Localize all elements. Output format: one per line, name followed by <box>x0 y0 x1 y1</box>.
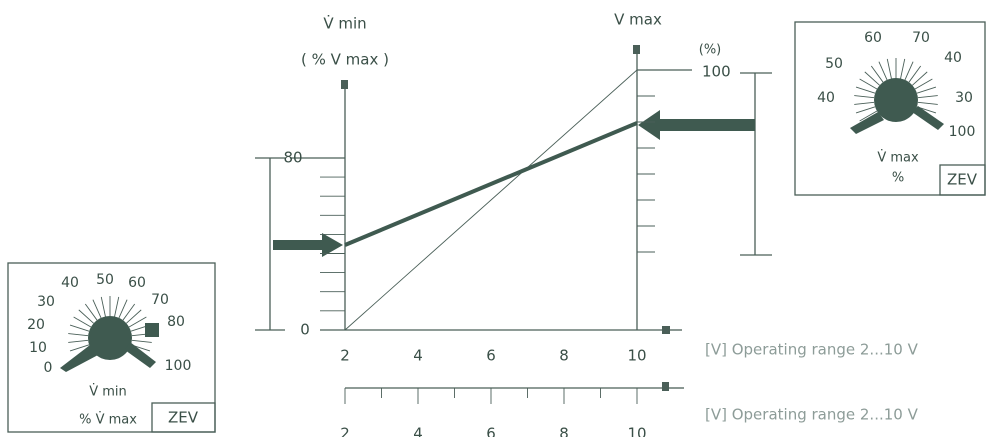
dial-pointer <box>60 345 98 372</box>
range-note: [V] Operating range 2...10 V <box>705 341 919 359</box>
x-tick-label: 6 <box>486 425 496 437</box>
dial-scale: 50 <box>825 56 843 72</box>
dial-ray <box>917 101 938 105</box>
x-tick-label: 8 <box>559 347 569 365</box>
dial-scale: 70 <box>151 292 169 308</box>
dial-ray <box>916 86 937 94</box>
dial-ray <box>114 296 120 317</box>
dial-ray <box>92 299 102 319</box>
diagonal <box>344 69 638 331</box>
dial-scale: 40 <box>61 275 79 291</box>
dial-ray <box>859 78 878 90</box>
dial-ray <box>69 324 90 332</box>
dial-ray <box>864 71 880 86</box>
dial-knob <box>874 78 918 122</box>
dial-box <box>794 21 986 196</box>
dial-ray <box>118 299 128 319</box>
dial-scale: 100 <box>165 358 192 374</box>
dial-ray <box>908 65 922 83</box>
x-tick-label: 6 <box>486 347 496 365</box>
dial-scale: 30 <box>955 90 973 106</box>
dial-ray <box>904 61 914 81</box>
dial-sublabel: % V̇ max <box>79 412 137 427</box>
dial-scale: 40 <box>944 50 962 66</box>
y-unit: ( % V max ) <box>301 51 389 69</box>
dial-scale: 40 <box>817 90 835 106</box>
dial-ray <box>126 309 142 324</box>
dial-scale: 60 <box>864 30 882 46</box>
dial-ray <box>914 78 933 90</box>
dial-ray <box>131 339 152 343</box>
dial-scale: 100 <box>949 124 976 140</box>
dial-pointer <box>125 342 156 368</box>
dial-ray <box>886 58 892 79</box>
dial-scale: 10 <box>29 340 47 356</box>
x-tick-label: 2 <box>340 425 350 437</box>
arrow <box>273 233 343 257</box>
dial-ray <box>912 71 928 86</box>
dial-ray <box>855 106 876 114</box>
dial-code: ZEV <box>947 171 978 189</box>
right-tick: 100 <box>702 63 731 81</box>
dial-ray <box>78 309 94 324</box>
range-note: [V] Operating range 2...10 V <box>705 406 919 424</box>
dial-scale: 0 <box>44 360 53 376</box>
dial-ray <box>128 316 147 328</box>
dial-label: V̇ min <box>89 384 127 399</box>
x-tick-label: 4 <box>413 347 423 365</box>
x-tick-label: 4 <box>413 425 423 437</box>
axis-cap <box>662 326 670 334</box>
code-box <box>151 402 216 433</box>
x-tick-label: 10 <box>627 425 646 437</box>
dial-ray <box>859 110 878 122</box>
dial-ray <box>917 95 938 99</box>
dial-scale: 70 <box>912 30 930 46</box>
dial-scale: 60 <box>128 275 146 291</box>
y-tick: 0 <box>300 321 310 339</box>
dial-scale: 30 <box>37 294 55 310</box>
dial-ray <box>73 316 92 328</box>
x-tick-label: 8 <box>559 425 569 437</box>
dial-box <box>7 262 216 433</box>
characteristic-line <box>344 121 638 247</box>
dial-pointer <box>850 112 884 134</box>
axis-cap <box>662 382 669 391</box>
x-tick-label: 10 <box>627 347 646 365</box>
dial-ray <box>84 303 98 321</box>
dial-sublabel: % <box>892 171 904 186</box>
dial-label: V̇ max <box>877 150 919 165</box>
dial-ray <box>69 344 90 352</box>
dial-ray <box>68 339 89 343</box>
y-tick: 80 <box>283 149 302 167</box>
dial-ray <box>122 303 136 321</box>
axis-cap <box>341 80 348 89</box>
dial-pointer <box>145 323 159 337</box>
code-box <box>939 164 986 196</box>
arrow <box>638 110 755 140</box>
dial-scale: 50 <box>96 272 114 288</box>
axis-cap <box>633 45 640 54</box>
dial-ray <box>870 65 884 83</box>
dial-ray <box>900 58 906 79</box>
y-label: V̇ min <box>323 14 366 33</box>
dial-ray <box>855 86 876 94</box>
right-label: V max <box>614 11 662 29</box>
x-tick-label: 2 <box>340 347 350 365</box>
dial-scale: 80 <box>167 314 185 330</box>
right-unit: (%) <box>699 43 722 58</box>
dial-ray <box>854 101 875 105</box>
dial-knob <box>88 316 132 360</box>
dial-pointer <box>912 106 944 130</box>
dial-ray <box>878 61 888 81</box>
dial-code: ZEV <box>168 409 199 427</box>
dial-ray <box>100 296 106 317</box>
dial-ray <box>68 333 89 337</box>
dial-ray <box>854 95 875 99</box>
dial-scale: 20 <box>27 317 45 333</box>
